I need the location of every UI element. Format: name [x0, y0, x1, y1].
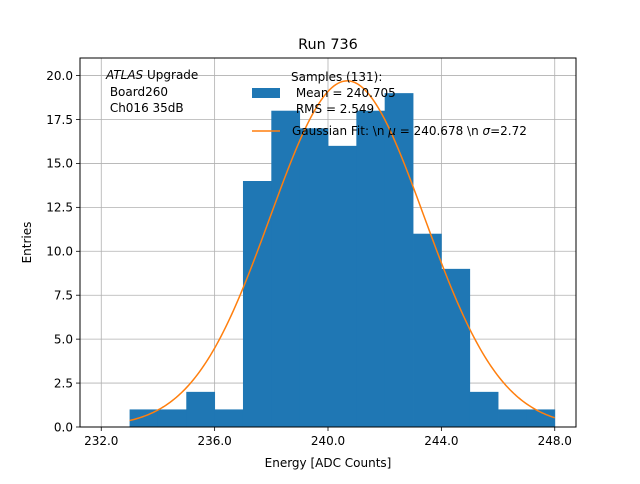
annotation-line-1: ATLAS Upgrade: [105, 68, 198, 82]
histogram-bar: [469, 391, 499, 427]
histogram-bar: [242, 181, 272, 427]
legend-fit-sigma: σ: [483, 124, 491, 138]
y-tick-label: 15.0: [46, 157, 73, 171]
gaussian-fit-line: [129, 80, 555, 422]
atlas-annotation: ATLAS Upgrade Board260 Ch016 35dB: [105, 68, 198, 115]
y-tick-label: 7.5: [54, 289, 73, 303]
histogram-bar: [526, 409, 556, 427]
histogram-bars: [129, 93, 556, 428]
y-tick-label: 17.5: [46, 113, 73, 127]
x-axis-label: Energy [ADC Counts]: [265, 456, 392, 470]
y-axis-label: Entries: [20, 222, 34, 264]
legend-fit-mu: μ: [387, 124, 396, 138]
histogram-bar: [214, 409, 244, 427]
legend-fit-mid: = 240.678 \n: [396, 124, 483, 138]
x-tick-label: 232.0: [84, 434, 118, 448]
y-tick-label: 12.5: [46, 201, 73, 215]
legend: Samples (131): Mean = 240.705 RMS = 2.54…: [252, 70, 527, 138]
histogram-bar: [384, 93, 414, 428]
histogram-bar: [299, 128, 329, 428]
y-axis-ticks: 0.0 2.5 5.0 7.5 10.0 12.5 15.0 17.5 20.0: [46, 69, 80, 434]
legend-fit-label: Gaussian Fit: \n μ = 240.678 \n σ=2.72: [292, 124, 527, 138]
annotation-upgrade: Upgrade: [143, 68, 198, 82]
histogram-bar: [413, 233, 442, 427]
x-tick-label: 240.0: [311, 434, 345, 448]
y-tick-label: 20.0: [46, 69, 73, 83]
y-tick-label: 10.0: [46, 245, 73, 259]
histogram-bar: [441, 268, 471, 427]
x-tick-label: 244.0: [424, 434, 458, 448]
annotation-line-3: Ch016 35dB: [106, 101, 184, 115]
legend-title: Samples (131):: [291, 70, 382, 84]
y-tick-label: 5.0: [54, 332, 73, 346]
legend-fit-prefix: Gaussian Fit: \n: [292, 124, 388, 138]
histogram-bar: [157, 409, 187, 427]
annotation-atlas: ATLAS: [105, 68, 144, 82]
histogram-bar: [271, 110, 301, 427]
x-tick-label: 248.0: [538, 434, 572, 448]
legend-rms-label: RMS = 2.549: [292, 102, 374, 116]
x-tick-label: 236.0: [197, 434, 231, 448]
y-tick-label: 0.0: [54, 420, 73, 434]
legend-histogram-swatch: [252, 88, 280, 98]
histogram-bar: [498, 409, 527, 427]
annotation-line-2: Board260: [106, 85, 168, 99]
x-axis-ticks: 232.0 236.0 240.0 244.0 248.0: [84, 427, 572, 448]
chart-title: Run 736: [298, 37, 358, 53]
legend-mean-label: Mean = 240.705: [292, 86, 396, 100]
legend-fit-suffix: =2.72: [490, 124, 527, 138]
y-tick-label: 2.5: [54, 376, 73, 390]
histogram-bar: [186, 391, 216, 427]
histogram-bar: [328, 145, 357, 427]
histogram-bar: [356, 110, 386, 427]
